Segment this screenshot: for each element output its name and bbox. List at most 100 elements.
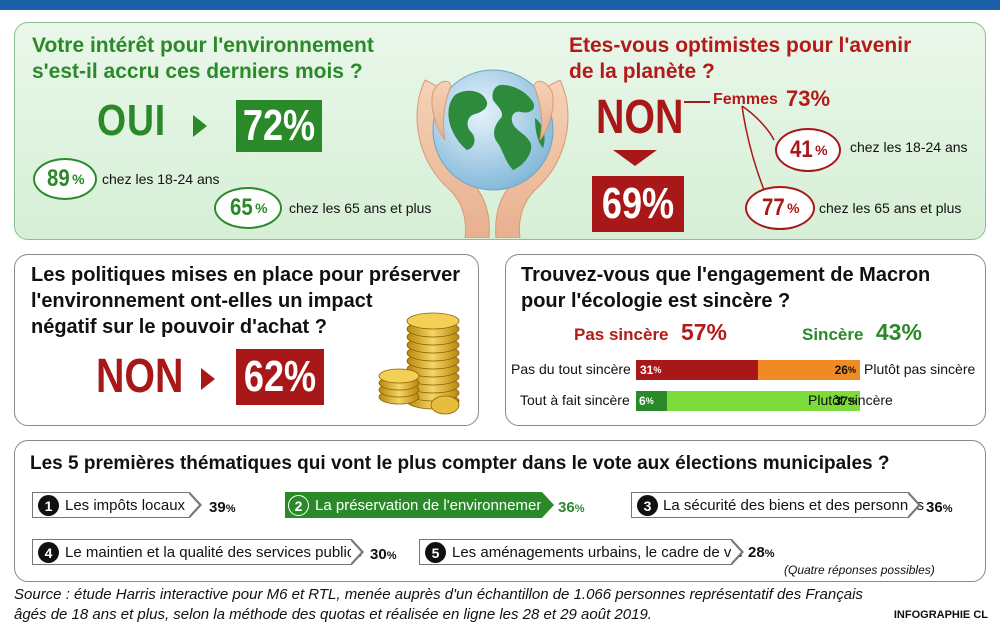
panel3-answer: NON bbox=[96, 350, 184, 403]
row2-right-bar: 37% bbox=[667, 391, 860, 411]
panel2-connector-line bbox=[684, 101, 710, 103]
theme-2-pct-sign: % bbox=[574, 503, 585, 515]
panel1-sub1-pct: % bbox=[72, 171, 85, 187]
theme-3-pct-sign: % bbox=[942, 503, 953, 515]
row1-right-label: Plutôt pas sincère bbox=[864, 361, 976, 377]
theme-1-pct-sign: % bbox=[225, 503, 236, 515]
theme-5-pct: 28% bbox=[748, 544, 774, 561]
theme-1-number: 1 bbox=[38, 495, 59, 516]
panel1-question-line1: Votre intérêt pour l'environnement bbox=[32, 34, 374, 57]
panel2-sub2-oval: 77% bbox=[745, 186, 815, 230]
credit: INFOGRAPHIE CL bbox=[893, 609, 988, 621]
row2-right-value: 37 bbox=[834, 394, 848, 408]
panel4-right-pct: 43% bbox=[875, 319, 922, 345]
panel3-question-line2: l'environnement ont-elles un impact bbox=[31, 290, 373, 312]
theme-4-number: 4 bbox=[38, 542, 59, 563]
panel1-answer: OUI bbox=[97, 96, 167, 145]
theme-2-number: 2 bbox=[288, 495, 309, 516]
panel1-sub1-num: 89 bbox=[47, 165, 71, 192]
globe-in-hands-icon bbox=[416, 69, 569, 238]
row1-left-bar: 31% bbox=[636, 360, 758, 380]
theme-5-number: 5 bbox=[425, 542, 446, 563]
theme-3-number: 3 bbox=[637, 495, 658, 516]
theme-2-arrow-icon bbox=[540, 492, 554, 518]
theme-1-box: Les impôts locaux bbox=[32, 492, 190, 518]
panel4-left-title-label: Pas sincère bbox=[574, 325, 669, 344]
panel1-sub2-pct: % bbox=[255, 200, 268, 216]
panel4-question-line2: pour l'écologie est sincère ? bbox=[521, 290, 791, 312]
panel2-bracket-lines bbox=[741, 105, 775, 191]
theme-2-label: La préservation de l'environnement bbox=[315, 496, 549, 514]
theme-3-arrow-icon bbox=[907, 492, 921, 518]
theme-2-box: La préservation de l'environnement bbox=[285, 492, 549, 518]
source-note: Source : étude Harris interactive pour M… bbox=[14, 585, 989, 625]
theme-3-pct: 36% bbox=[926, 499, 952, 516]
theme-4-arrow-icon bbox=[350, 539, 364, 565]
row1-right-pct-sign: % bbox=[847, 365, 856, 375]
theme-5-arrow-icon bbox=[730, 539, 744, 565]
panel2-answer-box: 69% bbox=[592, 176, 684, 232]
panel2-sub1-label: chez les 18-24 ans bbox=[850, 139, 968, 155]
panel3-question-line3: négatif sur le pouvoir d'achat ? bbox=[31, 316, 327, 338]
panel2-question-line2: de la planète ? bbox=[569, 60, 715, 83]
panel1-sub1-label: chez les 18-24 ans bbox=[102, 171, 220, 187]
panel2-sub1-num: 41 bbox=[790, 136, 814, 163]
panel4-left-title: Pas sincère 57% bbox=[574, 319, 727, 346]
row1-right-value: 26 bbox=[834, 363, 848, 377]
theme-4-label: Le maintien et la qualité des services p… bbox=[65, 543, 362, 561]
panel5-title: Les 5 premières thématiques qui vont le … bbox=[30, 453, 890, 474]
row2-left-pct-sign: % bbox=[645, 396, 654, 406]
theme-4-box: Le maintien et la qualité des services p… bbox=[32, 539, 362, 565]
theme-2-pct-value: 36 bbox=[558, 499, 575, 516]
theme-5-box: Les aménagements urbains, le cadre de vi… bbox=[419, 539, 743, 565]
theme-4-pct-sign: % bbox=[386, 550, 397, 562]
panel2-sub1-pct: % bbox=[815, 142, 828, 158]
panel1-sub2-num: 65 bbox=[230, 194, 254, 221]
panel1-sub1-oval: 89% bbox=[33, 158, 97, 200]
panel3-answer-box: 62% bbox=[236, 349, 324, 405]
panel2-arrow-icon bbox=[613, 150, 657, 166]
panel2-question-line1: Etes-vous optimistes pour l'avenir bbox=[569, 34, 912, 57]
panel4-right-title: Sincère 43% bbox=[802, 319, 922, 346]
panel1-sub2-oval: 65% bbox=[214, 187, 282, 229]
row1-left-label: Pas du tout sincère bbox=[511, 361, 631, 377]
source-line2: âgés de 18 ans et plus, selon la méthode… bbox=[14, 606, 652, 623]
panel1-question: Votre intérêt pour l'environnement s'est… bbox=[32, 33, 374, 85]
panel4-right-title-label: Sincère bbox=[802, 325, 864, 344]
panel1-arrow-icon bbox=[193, 115, 207, 137]
theme-3-label: La sécurité des biens et des personnes bbox=[663, 496, 924, 514]
panel2-sub1-oval: 41% bbox=[775, 128, 841, 172]
row2-right-label: Plutôt sincère bbox=[808, 392, 893, 408]
theme-1-arrow-icon bbox=[188, 492, 202, 518]
row2-left-bar: 6% bbox=[636, 391, 667, 411]
panel2-answer-pct: 69% bbox=[601, 179, 675, 228]
panel2-answer: NON bbox=[596, 91, 684, 144]
panel4-question-line1: Trouvez-vous que l'engagement de Macron bbox=[521, 264, 931, 286]
theme-2-pct: 36% bbox=[558, 499, 584, 516]
panel2-women-label: Femmes bbox=[713, 91, 778, 108]
panel2-question: Etes-vous optimistes pour l'avenir de la… bbox=[569, 33, 911, 85]
row1-right-bar: 26% bbox=[758, 360, 860, 380]
panel3-question: Les politiques mises en place pour prése… bbox=[31, 262, 460, 340]
panel2-sub2-label: chez les 65 ans et plus bbox=[819, 200, 962, 216]
panel1-answer-pct: 72% bbox=[242, 101, 316, 150]
theme-3-pct-value: 36 bbox=[926, 499, 943, 516]
coin-stack-icon bbox=[378, 312, 460, 415]
panel4-question: Trouvez-vous que l'engagement de Macron … bbox=[521, 262, 930, 314]
top-band bbox=[0, 0, 1000, 10]
theme-4-pct: 30% bbox=[370, 546, 396, 563]
row1-left-pct-sign: % bbox=[653, 365, 662, 375]
panel3-question-line1: Les politiques mises en place pour prése… bbox=[31, 264, 461, 286]
theme-1-pct-value: 39 bbox=[209, 499, 226, 516]
theme-5-pct-value: 28 bbox=[748, 544, 765, 561]
theme-5-label: Les aménagements urbains, le cadre de vi… bbox=[452, 543, 744, 561]
theme-3-box: La sécurité des biens et des personnes bbox=[631, 492, 924, 518]
panel2-sub2-pct: % bbox=[787, 200, 800, 216]
theme-5-pct-sign: % bbox=[764, 548, 775, 560]
panel1-sub2-label: chez les 65 ans et plus bbox=[289, 200, 432, 216]
row1-left-value: 31 bbox=[640, 363, 654, 377]
panel1-answer-box: 72% bbox=[236, 100, 322, 152]
panel2-sub2-num: 77 bbox=[762, 194, 786, 221]
row2-left-value: 6 bbox=[639, 394, 646, 408]
theme-1-label: Les impôts locaux bbox=[65, 496, 186, 514]
